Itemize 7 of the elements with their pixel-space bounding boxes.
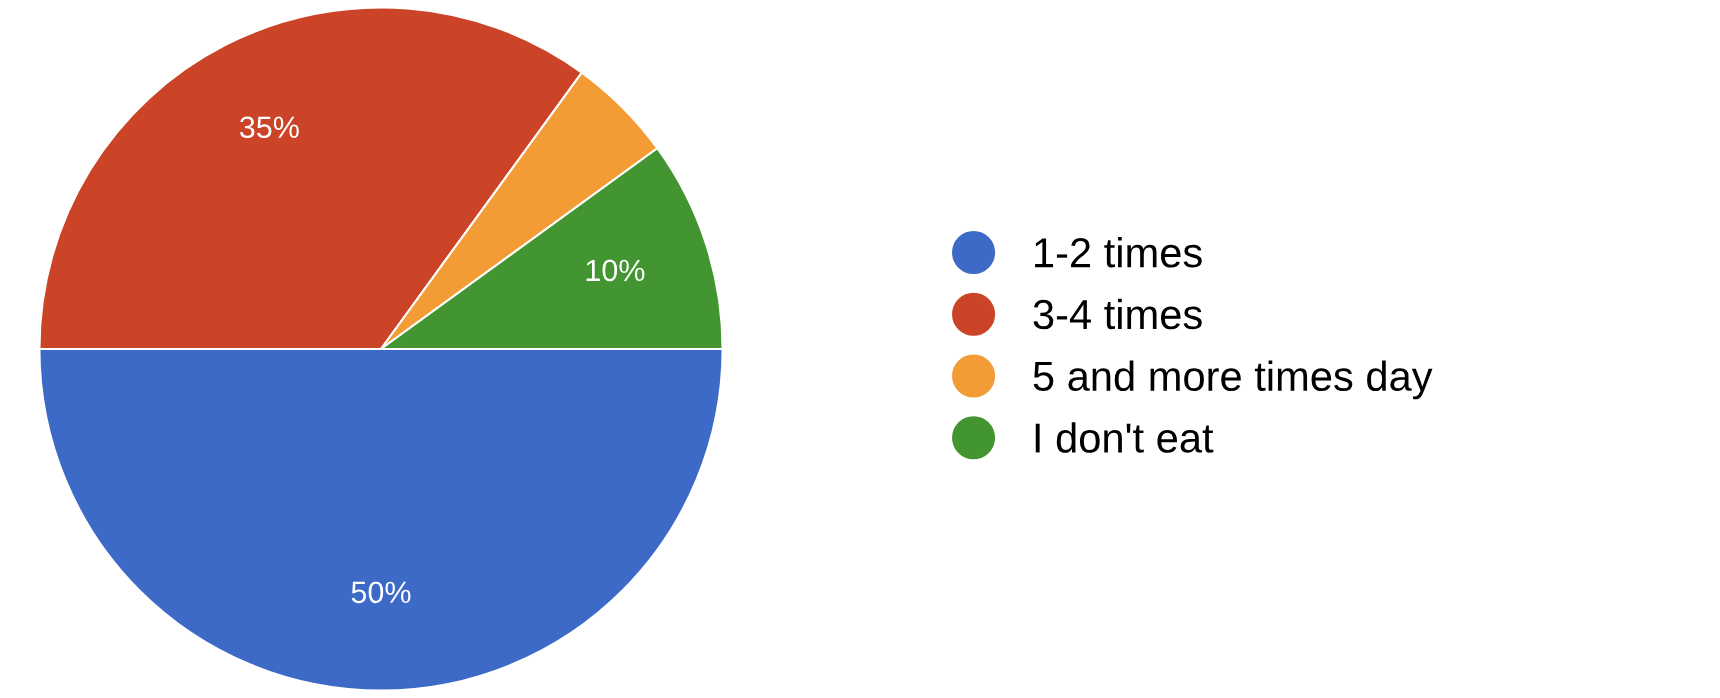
legend-label: I don't eat (1035, 422, 1214, 453)
data-label: 35% (239, 116, 299, 139)
legend-label: 1-2 times (1035, 236, 1202, 268)
legend-label: 3-4 times (1033, 298, 1202, 330)
data-label: 50% (351, 581, 411, 604)
data-label: 10% (586, 259, 645, 282)
legend-label: 5 and more times day (1033, 360, 1433, 400)
